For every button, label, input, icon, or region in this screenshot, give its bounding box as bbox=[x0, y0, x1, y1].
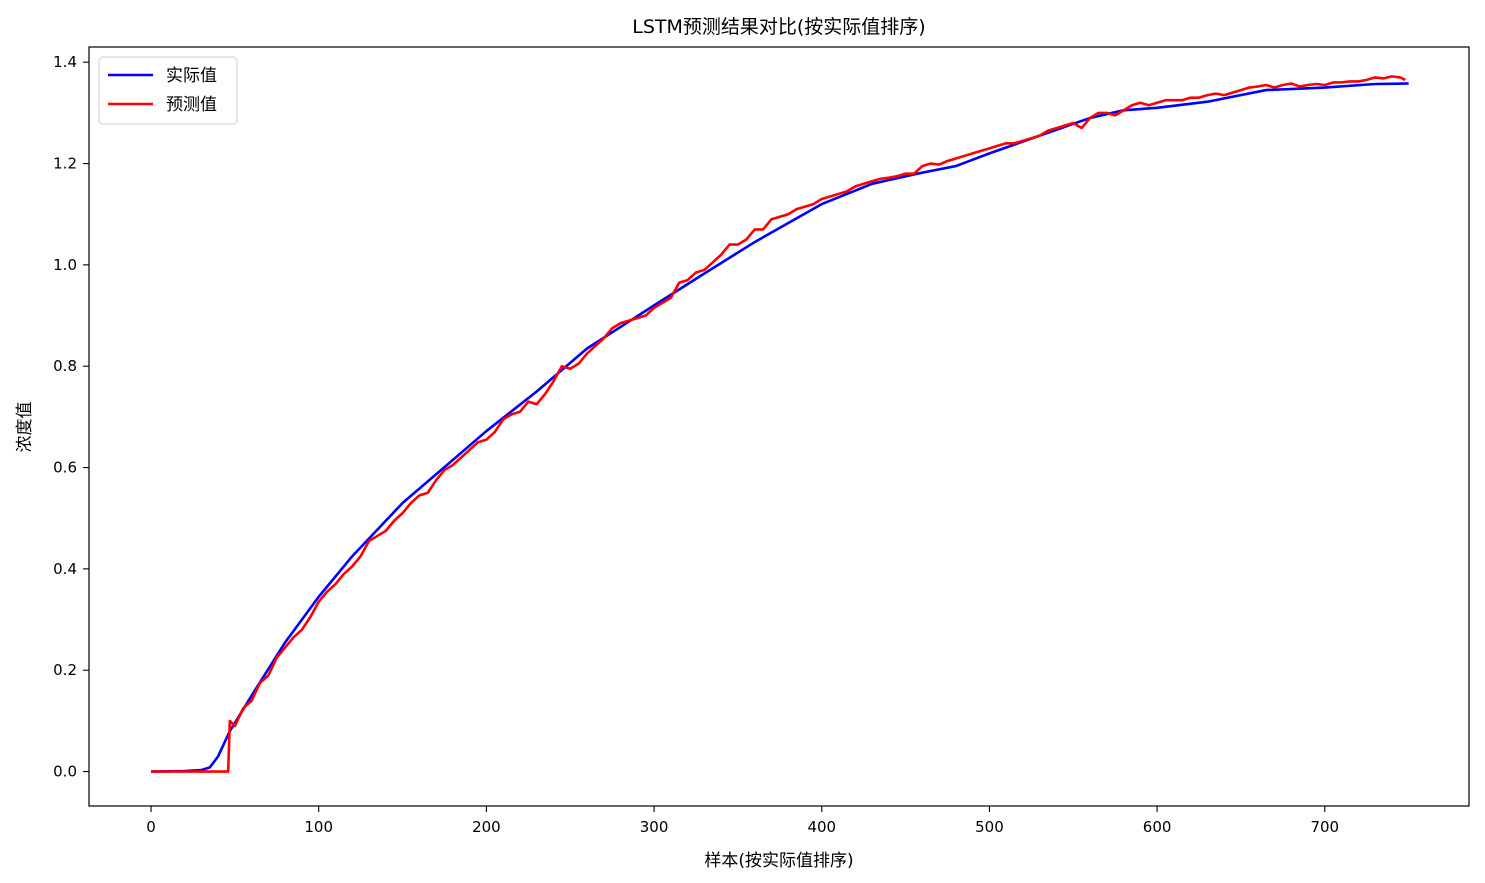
x-tick-label: 400 bbox=[807, 818, 836, 836]
x-tick-label: 200 bbox=[472, 818, 501, 836]
y-tick-label: 1.4 bbox=[53, 53, 77, 71]
chart-title: LSTM预测结果对比(按实际值排序) bbox=[632, 16, 925, 38]
series-line-predicted bbox=[151, 75, 1406, 773]
x-tick-label: 100 bbox=[304, 818, 333, 836]
y-tick-label: 1.2 bbox=[53, 155, 77, 173]
y-tick-label: 0.8 bbox=[53, 357, 77, 375]
axes-frame bbox=[88, 46, 1470, 807]
x-tick-label: 500 bbox=[975, 818, 1004, 836]
x-tick-label: 600 bbox=[1143, 818, 1172, 836]
y-tick-label: 0.4 bbox=[53, 560, 77, 578]
x-axis-label: 样本(按实际值排序) bbox=[704, 851, 853, 871]
y-tick-label: 0.6 bbox=[53, 459, 77, 477]
plot-area: 0 100 200 300 400 500 600 700 0.0 0.2 0.4 0.6 0.8 1.0… bbox=[53, 46, 1470, 836]
x-tick-label: 700 bbox=[1310, 818, 1339, 836]
y-axis-label: 浓度值 bbox=[15, 402, 35, 453]
y-tick-label: 0.0 bbox=[53, 763, 77, 781]
x-tick-label: 300 bbox=[640, 818, 669, 836]
y-tick-label: 0.2 bbox=[53, 661, 77, 679]
legend-label-actual: 实际值 bbox=[166, 66, 217, 86]
x-tick-label: 0 bbox=[146, 818, 156, 836]
legend-label-predicted: 预测值 bbox=[166, 95, 217, 115]
series-group bbox=[151, 75, 1409, 773]
y-tick-label: 1.0 bbox=[53, 256, 77, 274]
